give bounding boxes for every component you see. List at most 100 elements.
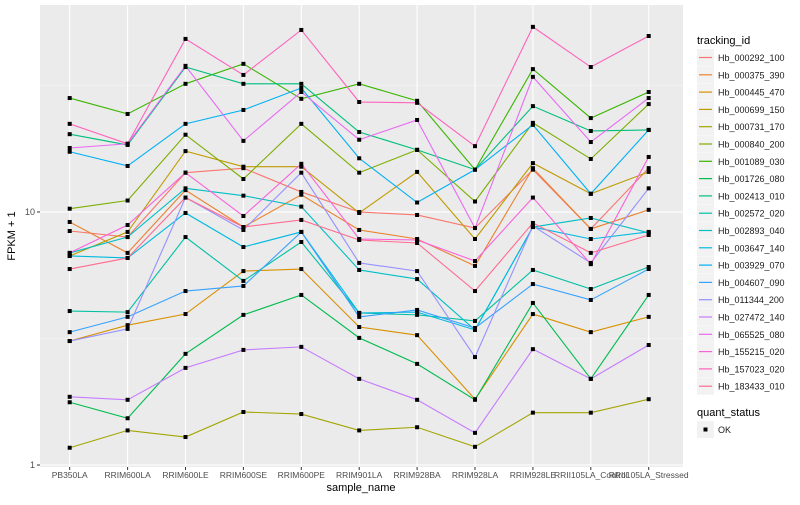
y-tick-label: 10 bbox=[25, 207, 35, 217]
data-point bbox=[241, 409, 246, 414]
data-point bbox=[473, 397, 477, 402]
data-point bbox=[415, 333, 420, 338]
legend-label: Hb_000292_100 bbox=[718, 53, 785, 63]
data-point bbox=[530, 267, 535, 272]
data-point bbox=[646, 397, 651, 402]
x-tick-label: RRIM600LA bbox=[104, 470, 151, 480]
data-point bbox=[299, 96, 304, 101]
legend-label: Hb_000840_200 bbox=[718, 140, 785, 150]
data-point bbox=[530, 24, 535, 29]
data-point bbox=[67, 253, 72, 258]
data-point bbox=[241, 214, 246, 219]
data-point bbox=[415, 169, 420, 174]
data-point bbox=[357, 227, 362, 232]
data-point bbox=[473, 325, 477, 330]
data-point bbox=[530, 410, 535, 415]
data-point bbox=[646, 89, 651, 94]
x-tick-label: RRIM928BA bbox=[393, 470, 441, 480]
data-point bbox=[415, 397, 420, 402]
data-point bbox=[588, 376, 593, 381]
data-point bbox=[125, 326, 130, 331]
data-point bbox=[241, 312, 246, 317]
data-point bbox=[588, 215, 593, 220]
data-point bbox=[299, 86, 304, 91]
data-point bbox=[588, 236, 593, 241]
legend-label: Hb_004607_090 bbox=[718, 278, 785, 288]
data-point bbox=[67, 250, 72, 255]
data-point bbox=[588, 330, 593, 335]
data-point bbox=[588, 156, 593, 161]
data-point bbox=[67, 267, 72, 272]
data-point bbox=[299, 217, 304, 222]
data-point bbox=[646, 292, 651, 297]
data-point bbox=[183, 121, 188, 126]
data-point bbox=[299, 344, 304, 349]
data-point bbox=[125, 255, 130, 260]
data-point bbox=[67, 445, 72, 450]
data-point bbox=[473, 355, 477, 360]
data-point bbox=[646, 267, 651, 272]
data-point bbox=[357, 237, 362, 242]
data-point bbox=[125, 416, 130, 421]
data-point bbox=[299, 164, 304, 169]
data-point bbox=[415, 425, 420, 430]
data-point bbox=[299, 170, 304, 175]
data-point bbox=[415, 310, 420, 315]
legend-title-quant-status: quant_status bbox=[697, 407, 760, 419]
legend-label: Hb_000375_390 bbox=[718, 70, 785, 80]
data-point bbox=[241, 245, 246, 250]
data-point bbox=[67, 339, 72, 344]
data-point bbox=[357, 335, 362, 340]
data-point bbox=[357, 428, 362, 433]
data-point bbox=[473, 289, 477, 294]
data-point bbox=[646, 102, 651, 107]
legend-label-ok: OK bbox=[718, 425, 731, 435]
data-point bbox=[357, 156, 362, 161]
legend: tracking_id Hb_000292_100 Hb_000375_390 Hb… bbox=[697, 35, 785, 438]
data-point bbox=[415, 277, 420, 282]
legend-label: Hb_003647_140 bbox=[718, 243, 785, 253]
data-point bbox=[646, 186, 651, 191]
data-point bbox=[67, 96, 72, 101]
data-point bbox=[183, 235, 188, 240]
data-point bbox=[530, 166, 535, 171]
data-point bbox=[646, 166, 651, 171]
data-point bbox=[67, 229, 72, 234]
data-point bbox=[646, 169, 651, 174]
data-point bbox=[357, 100, 362, 105]
data-point bbox=[183, 195, 188, 200]
data-point bbox=[473, 236, 477, 241]
data-point bbox=[530, 300, 535, 305]
data-point bbox=[183, 149, 188, 154]
data-point bbox=[357, 137, 362, 142]
data-point bbox=[646, 229, 651, 234]
data-point bbox=[299, 81, 304, 86]
data-point bbox=[357, 130, 362, 135]
data-point bbox=[299, 189, 304, 194]
plot-panel bbox=[40, 5, 683, 467]
data-point bbox=[241, 193, 246, 198]
legend-label: Hb_000731_170 bbox=[718, 122, 785, 132]
data-point bbox=[588, 297, 593, 302]
data-point bbox=[357, 267, 362, 272]
data-point bbox=[588, 226, 593, 231]
data-point bbox=[183, 170, 188, 175]
legend-label: Hb_002572_020 bbox=[718, 209, 785, 219]
data-point bbox=[183, 36, 188, 41]
data-point bbox=[473, 430, 477, 435]
data-point bbox=[530, 282, 535, 287]
data-point bbox=[415, 212, 420, 217]
data-point bbox=[299, 27, 304, 32]
data-point bbox=[588, 250, 593, 255]
data-point bbox=[183, 312, 188, 317]
data-point bbox=[357, 376, 362, 381]
data-point bbox=[299, 229, 304, 234]
data-point bbox=[357, 310, 362, 315]
data-point bbox=[588, 262, 593, 267]
legend-point-ok bbox=[703, 427, 708, 432]
data-point bbox=[646, 34, 651, 39]
data-point bbox=[530, 161, 535, 166]
data-point bbox=[646, 314, 651, 319]
data-point bbox=[241, 225, 246, 230]
data-point bbox=[241, 61, 246, 66]
